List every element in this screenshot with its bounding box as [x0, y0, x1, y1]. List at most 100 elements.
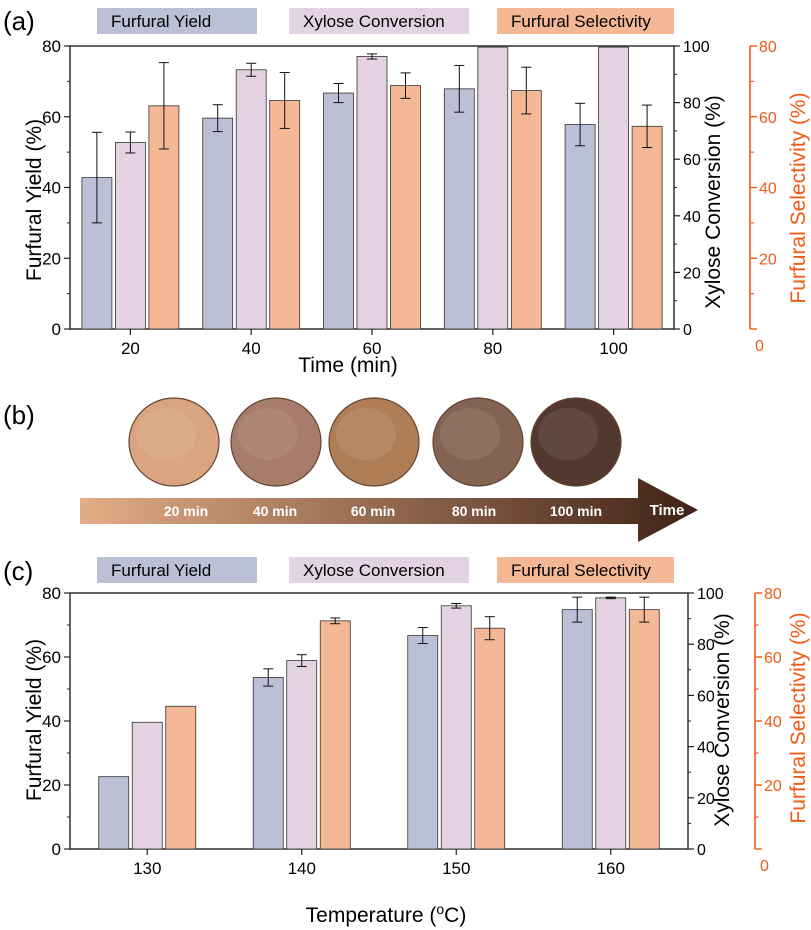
sample-disk	[432, 397, 524, 487]
bar	[474, 627, 506, 850]
sample-images: 20 min 40 min 60 min 80 min 100 min	[128, 397, 622, 519]
panel-a-legend: Furfural Yield Xylose Conversion Furfural …	[97, 8, 674, 34]
sample-disk	[230, 397, 322, 487]
panel-a-y-right1-label: Xylose Conversion (%)	[702, 95, 725, 309]
bar	[564, 124, 596, 330]
bar	[269, 100, 301, 330]
y-right2-tick-label: 0	[755, 338, 764, 355]
bar	[165, 705, 197, 850]
x-tick-label: 80	[483, 339, 502, 358]
panel-a-bars	[81, 46, 663, 330]
bar	[98, 776, 130, 850]
sample-highlight	[440, 408, 500, 460]
y-right2-tick-label: 80	[764, 586, 782, 603]
y-right1-tick-label: 60	[683, 152, 701, 169]
panel-c-x-axis-label-main: Temperature (	[306, 904, 437, 927]
bar	[202, 117, 234, 330]
legend-label: Furfural Yield	[111, 12, 211, 31]
y-left-tick-label: 40	[42, 179, 61, 198]
sample-highlight	[136, 408, 196, 460]
sample-disk	[128, 397, 220, 487]
sample-time-label: 60 min	[351, 503, 395, 519]
panel-c-legend: Furfural Yield Xylose Conversion Furfural …	[97, 557, 674, 583]
sample-time-label: 20 min	[164, 503, 208, 519]
x-tick-label: 130	[133, 859, 161, 878]
y-right1-tick-label: 100	[683, 39, 710, 56]
bar	[356, 56, 388, 330]
panel-c-axes: 130 140 150 160 0 20 40 60 80 0 20 40 60 80 100 0 20 40 60…	[42, 584, 782, 878]
y-left-tick-label: 60	[42, 108, 61, 127]
y-right1-tick-label: 0	[697, 842, 706, 859]
time-arrow	[80, 478, 698, 542]
legend-swatch	[497, 8, 674, 34]
y-right1-tick-label: 20	[697, 791, 715, 808]
y-left-tick-label: 80	[42, 584, 61, 603]
sample-highlight	[238, 408, 298, 460]
bar	[235, 69, 267, 330]
y-right1-tick-label: 80	[697, 637, 715, 654]
panel-b-photo-strip: (b) Time 20 min 40 min 60 min 80 min 100 min	[3, 397, 698, 542]
x-tick-label: 100	[599, 339, 627, 358]
y-right2-tick-label: 60	[764, 650, 782, 667]
legend-label: Furfural Yield	[111, 561, 211, 580]
bar	[477, 46, 509, 330]
plot-frame	[69, 592, 689, 850]
sample-time-label: 100 min	[550, 503, 602, 519]
panel-c-x-axis-label-end: C)	[444, 904, 466, 927]
bar	[407, 635, 439, 850]
y-left-tick-label: 60	[42, 648, 61, 667]
y-right2-tick-label: 40	[759, 181, 777, 198]
panel-a-y-left-label: Furfural Yield (%)	[23, 119, 46, 281]
legend-swatch	[97, 557, 257, 583]
panel-c-y-right2-label: Furfural Selectivity (%)	[787, 612, 810, 823]
bar	[131, 721, 163, 850]
bar	[595, 597, 627, 850]
time-arrow-label: Time	[650, 502, 685, 519]
y-right1-tick-label: 100	[697, 586, 724, 603]
legend-label: Furfural Selectivity	[511, 12, 651, 31]
y-right1-tick-label: 0	[683, 322, 692, 339]
x-tick-label: 150	[442, 859, 470, 878]
panel-c-label: (c)	[3, 556, 33, 586]
x-tick-label: 140	[288, 859, 316, 878]
y-left-tick-label: 40	[42, 712, 61, 731]
y-left-tick-label: 0	[52, 320, 61, 339]
bar	[319, 620, 351, 850]
bar	[115, 142, 146, 330]
bar	[631, 125, 663, 330]
y-right1-tick-label: 40	[683, 209, 701, 226]
sample-disk	[530, 397, 622, 487]
y-right2-tick-label: 20	[759, 251, 777, 268]
bar	[561, 609, 593, 850]
sample-highlight	[336, 408, 396, 460]
panel-b-label: (b)	[3, 400, 35, 430]
y-right2-tick-label: 20	[764, 778, 782, 795]
x-tick-label: 40	[242, 339, 261, 358]
y-right1-tick-label: 40	[697, 740, 715, 757]
bar	[286, 660, 318, 850]
legend-swatch	[289, 557, 469, 583]
y-right2-tick-label: 60	[759, 110, 777, 127]
y-right1-tick-label: 20	[683, 265, 701, 282]
panel-c-y-left-label: Furfural Yield (%)	[23, 639, 46, 801]
y-right1-tick-label: 60	[697, 688, 715, 705]
sample-highlight	[538, 408, 598, 460]
panel-a-axes: 20 40 60 80 100 0 20 40 60 80 0 20 40 60 80 100 0 20 40 60 8…	[42, 37, 777, 358]
panel-a-y-right2-label: Furfural Selectivity (%)	[787, 92, 810, 303]
bar	[628, 609, 660, 850]
panel-c-y-right1-label: Xylose Conversion (%)	[711, 613, 734, 827]
y-left-tick-label: 20	[42, 249, 61, 268]
y-left-tick-label: 80	[42, 37, 61, 56]
panel-a-label: (a)	[3, 6, 35, 36]
legend-label: Furfural Selectivity	[511, 561, 651, 580]
legend-swatch	[289, 8, 469, 34]
panel-c-x-axis-label-sup: o	[436, 901, 444, 917]
y-left-tick-label: 0	[52, 840, 61, 859]
panel-c-x-axis-label: Temperature (oC)	[306, 901, 467, 927]
y-left-tick-label: 20	[42, 776, 61, 795]
bar	[443, 88, 475, 330]
legend-label: Xylose Conversion	[303, 12, 445, 31]
bar	[598, 46, 629, 330]
bar	[252, 677, 284, 850]
